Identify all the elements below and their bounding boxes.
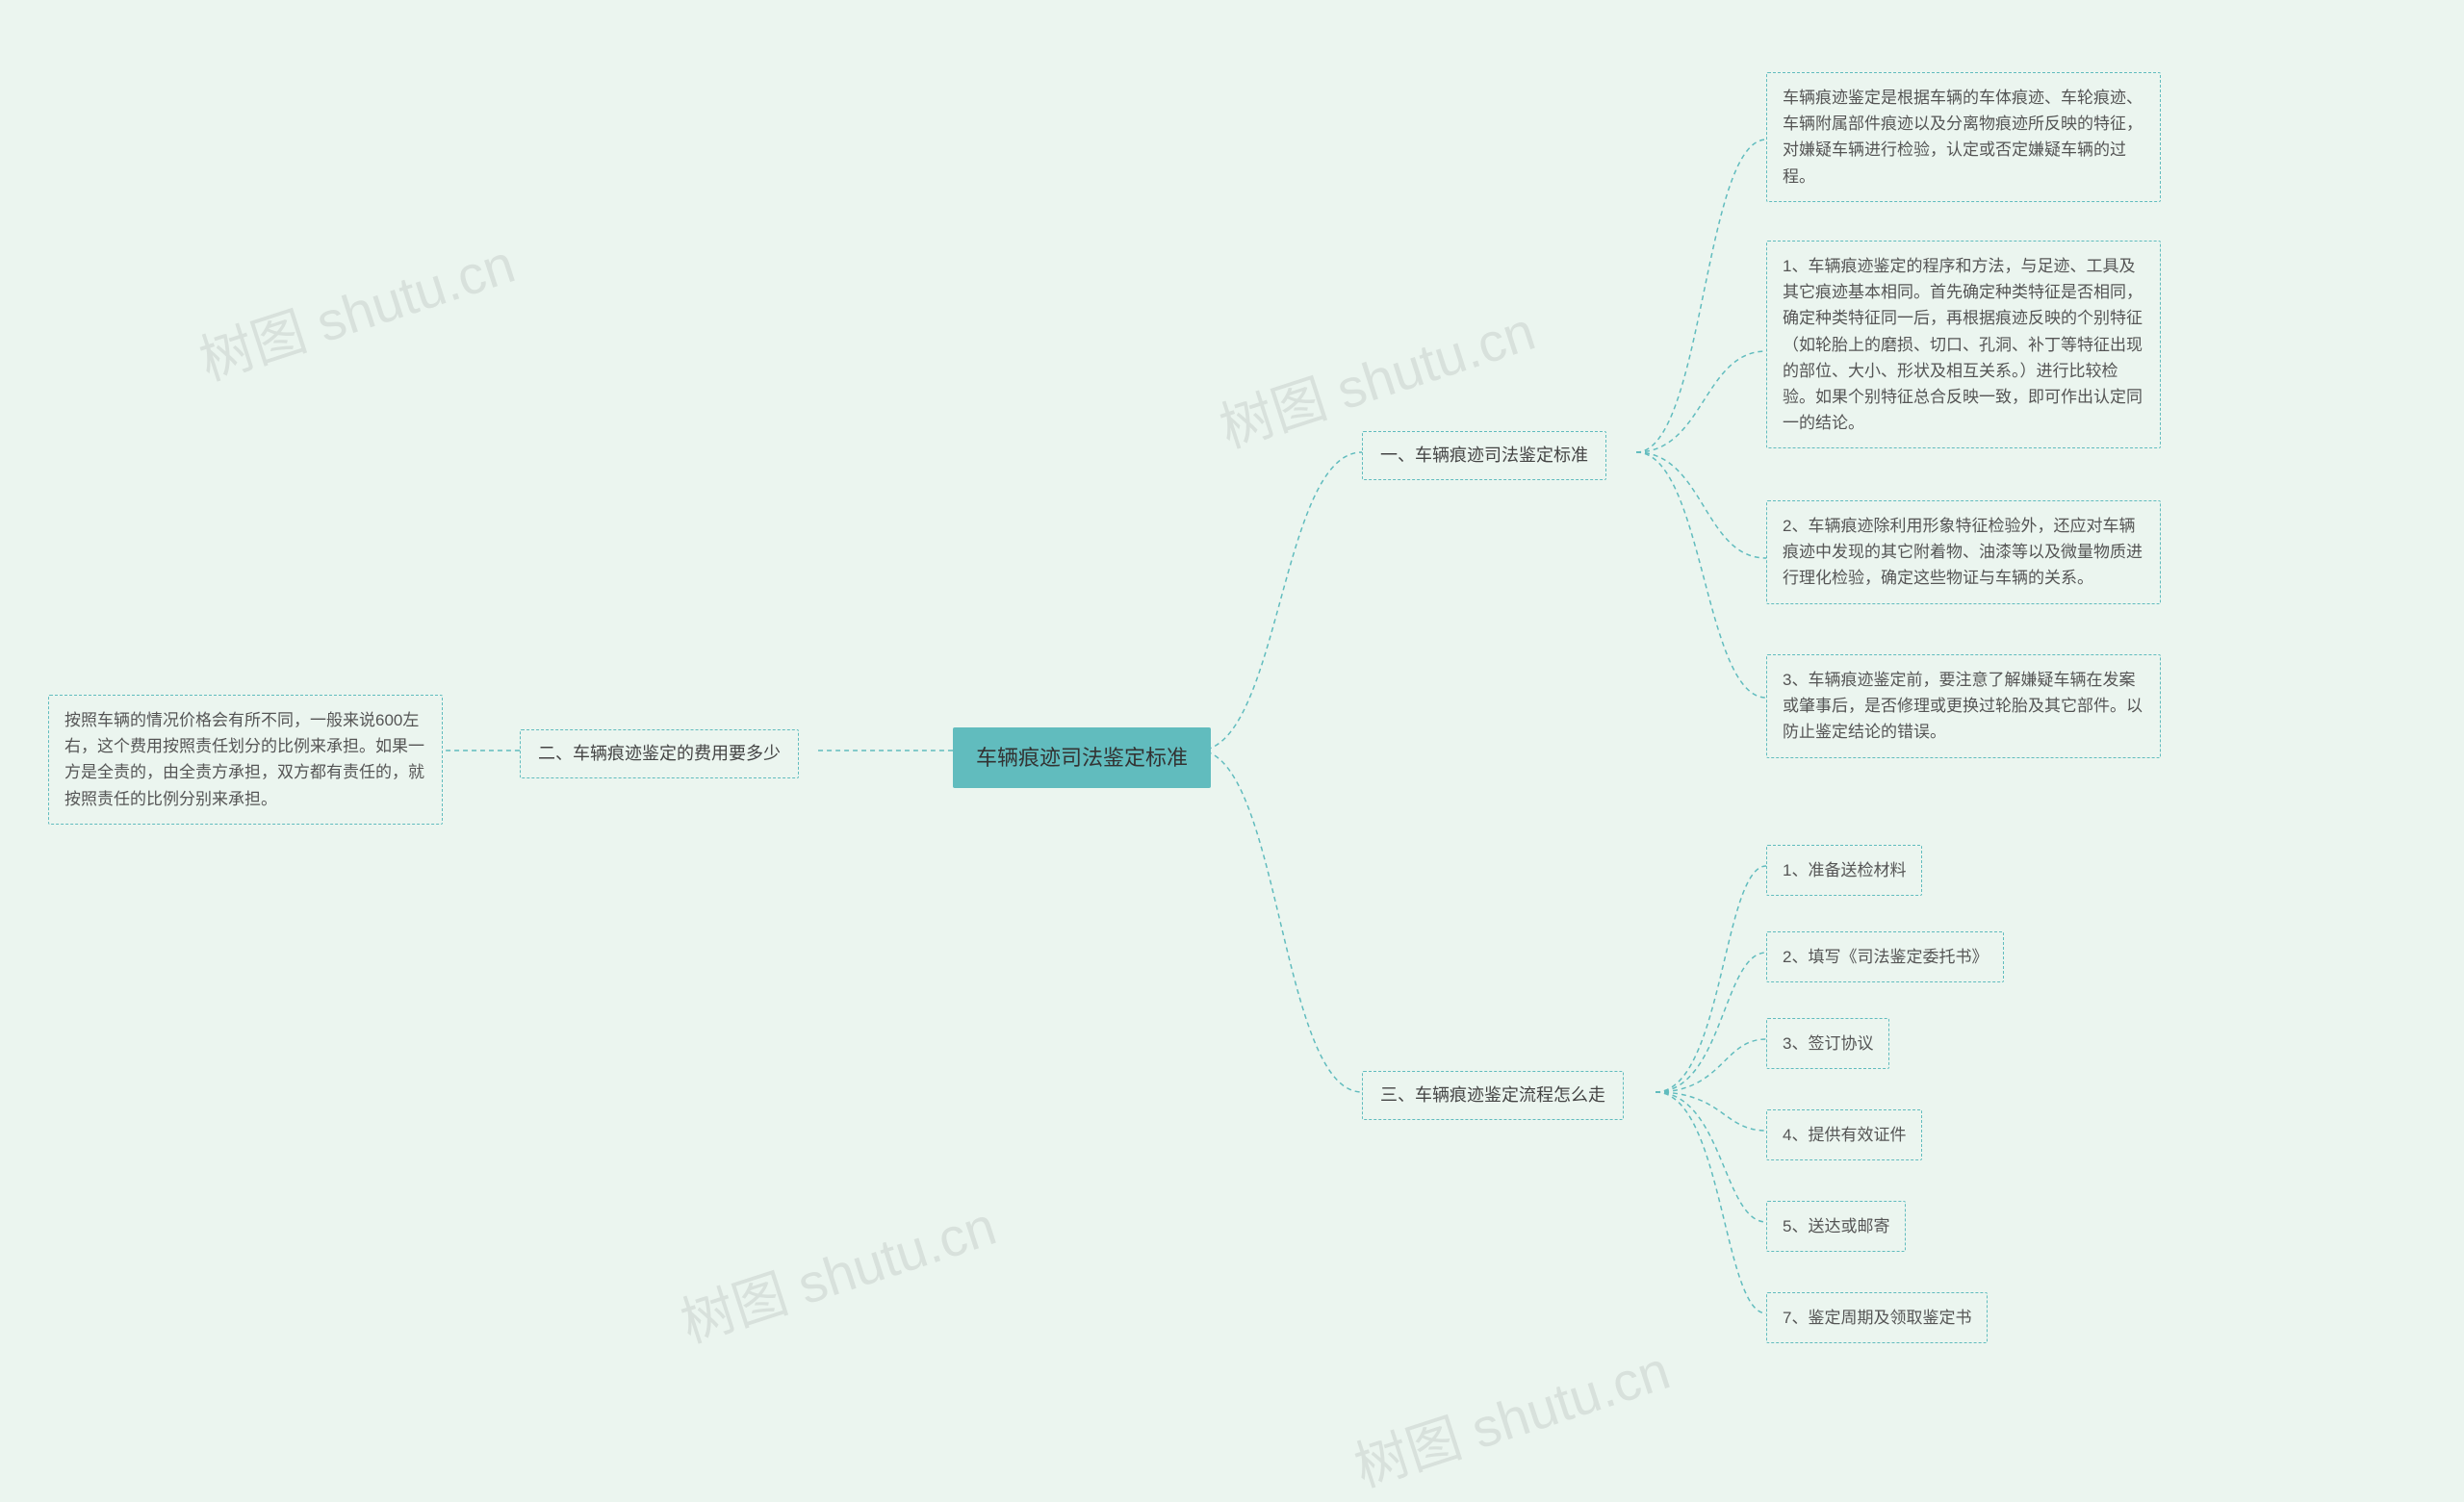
branch-node-section-1: 一、车辆痕迹司法鉴定标准 <box>1362 431 1606 480</box>
leaf-node-s1-item1: 1、车辆痕迹鉴定的程序和方法，与足迹、工具及其它痕迹基本相同。首先确定种类特征是… <box>1766 241 2161 448</box>
leaf-node-s3-step5: 5、送达或邮寄 <box>1766 1201 1906 1252</box>
leaf-node-s1-intro: 车辆痕迹鉴定是根据车辆的车体痕迹、车轮痕迹、车辆附属部件痕迹以及分离物痕迹所反映… <box>1766 72 2161 202</box>
leaf-node-s3-step3: 3、签订协议 <box>1766 1018 1889 1069</box>
leaf-node-s3-step7: 7、鉴定周期及领取鉴定书 <box>1766 1292 1988 1343</box>
watermark: 树图 shutu.cn <box>1344 1328 1679 1502</box>
branch-node-section-2: 二、车辆痕迹鉴定的费用要多少 <box>520 729 799 778</box>
leaf-node-s1-item3: 3、车辆痕迹鉴定前，要注意了解嫌疑车辆在发案或肇事后，是否修理或更换过轮胎及其它… <box>1766 654 2161 758</box>
watermark: 树图 shutu.cn <box>189 221 524 396</box>
center-node: 车辆痕迹司法鉴定标准 <box>953 727 1211 788</box>
watermark: 树图 shutu.cn <box>670 1184 1005 1359</box>
leaf-node-s3-step4: 4、提供有效证件 <box>1766 1109 1922 1160</box>
leaf-node-s1-item2: 2、车辆痕迹除利用形象特征检验外，还应对车辆痕迹中发现的其它附着物、油漆等以及微… <box>1766 500 2161 604</box>
leaf-node-s2-cost: 按照车辆的情况价格会有所不同，一般来说600左右，这个费用按照责任划分的比例来承… <box>48 695 443 825</box>
leaf-node-s3-step1: 1、准备送检材料 <box>1766 845 1922 896</box>
branch-node-section-3: 三、车辆痕迹鉴定流程怎么走 <box>1362 1071 1624 1120</box>
leaf-node-s3-step2: 2、填写《司法鉴定委托书》 <box>1766 931 2004 982</box>
